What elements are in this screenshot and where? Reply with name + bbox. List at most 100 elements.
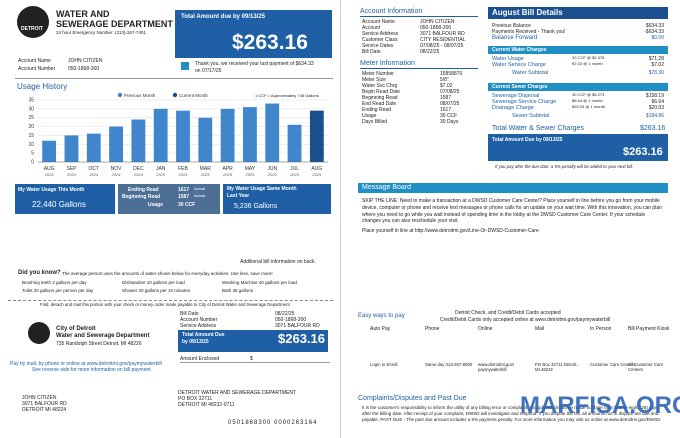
text: Balance Forward (492, 35, 538, 41)
x-tick-year: 2025 (244, 172, 255, 177)
text: $20.03 (648, 105, 664, 111)
bar (131, 119, 146, 162)
text: Account (362, 25, 381, 31)
section-bar (488, 83, 668, 91)
y-tick-label: 20 (28, 124, 34, 130)
value: JOHN CITIZEN (68, 58, 103, 64)
section-title: Message Board (362, 184, 412, 191)
text: JOHN CITIZEN (420, 19, 455, 25)
text: Water Service Charge (492, 62, 546, 68)
label: Ending Read (128, 187, 159, 193)
x-tick-label: AUG (44, 166, 55, 172)
text: Bill Date (362, 49, 381, 55)
text: Service Address (180, 323, 217, 329)
text: Service Address (362, 31, 399, 37)
text: 1617 (440, 107, 452, 113)
due-label: Total Amount Due (182, 332, 225, 338)
text: Phone (425, 326, 440, 332)
bar (42, 140, 57, 162)
text: Sewerage Service Charge (492, 99, 557, 105)
bar (220, 108, 235, 162)
section-title: August Bill Details (492, 8, 563, 17)
due-label: Total Amount due by 09/13/25 (181, 14, 266, 20)
value: 22,440 Gallons (32, 200, 86, 209)
x-tick-label: JUN (267, 166, 277, 172)
text: 050-1868-300 (420, 25, 452, 31)
text: $0.00 (651, 35, 664, 41)
address: 735 Randolph Street Detroit, MI 48226 (56, 341, 142, 347)
title: SEWERAGE DEPARTMENT (56, 19, 173, 29)
did-you-know: Did you know? (18, 270, 61, 276)
enclosed: Amount Enclosed (180, 356, 220, 362)
text: In Person (590, 326, 612, 332)
value: 5,236 Gallons (234, 203, 278, 210)
emergency: 24 hour Emergency Number: (313)-267-7401 (56, 30, 147, 35)
y-tick-label: 15 (28, 133, 34, 139)
bar (86, 133, 101, 162)
text: $7.02 (651, 62, 664, 68)
text: Mail (535, 326, 545, 332)
bar (153, 108, 168, 162)
text: Auto Pay (370, 326, 391, 332)
bar (109, 126, 123, 162)
bar (64, 135, 79, 162)
text: End Read Date (362, 101, 397, 107)
text: Same day 313-267-8000 (425, 362, 473, 367)
text: PO BOX 32711 (178, 396, 213, 402)
text: Customer Care Centers (590, 362, 636, 367)
x-tick-year: 2025 (222, 172, 233, 177)
y-tick-label: 25 (28, 115, 34, 121)
dept: Water and Sewerage Department (56, 333, 150, 339)
text: $158.19 (645, 93, 664, 99)
text: DETROIT WATER AND SEWERAGE DEPARTMENT (178, 390, 297, 396)
text: Washing Machine 40 gallons per load (222, 280, 297, 285)
did-you-know-text: The average person uses the amounts of w… (62, 271, 273, 276)
y-tick-label: 30 (28, 106, 34, 112)
due-amount: $263.16 (623, 146, 663, 158)
value: Actual (194, 193, 206, 198)
x-tick-year: 2024 (111, 172, 122, 177)
value: 1587 (178, 194, 190, 200)
x-tick-year: 2025 (200, 172, 211, 177)
section-bar (358, 183, 668, 193)
text: Online (478, 326, 493, 332)
x-tick-label: MAR (200, 166, 212, 172)
text: Meter Size (362, 77, 386, 83)
title: WATER AND (56, 9, 110, 19)
text: -$634.33 (644, 29, 664, 35)
section-title: Current Water Charges (492, 47, 547, 53)
legend-swatch (172, 92, 178, 98)
x-tick-label: JAN (156, 166, 166, 172)
text: 07/08/25 (440, 89, 460, 95)
label: Account Name (18, 58, 51, 64)
section-title: Complaints/Disputes and Past Due (358, 395, 467, 402)
text: 30 Days (440, 119, 459, 125)
due-box (178, 330, 328, 352)
text: Water Usage (492, 56, 524, 62)
fold-text: Fold, detach and mail this portion with … (40, 302, 290, 307)
text: 050-1868-300 (275, 317, 307, 323)
value: Actual (194, 186, 206, 191)
text: Bill Payment Kiosk (628, 326, 670, 332)
label: My Water Usage This Month (18, 187, 85, 193)
x-tick-label: SEP (66, 166, 77, 172)
section-title: Current Sewer Charges (492, 84, 548, 90)
reads-box (118, 184, 220, 214)
additional: Additional bill information on back. (240, 259, 316, 265)
text: Login to Enroll (370, 362, 398, 367)
text: Begin Read Date (362, 89, 401, 95)
total: $263.16 (640, 125, 666, 132)
x-tick-year: 2025 (267, 172, 278, 177)
accepted: Credit/Debit Cards only accepted online … (440, 317, 611, 323)
text: 1587 (440, 95, 452, 101)
y-tick-label: 0 (31, 160, 34, 166)
due-box (175, 10, 332, 58)
text: Days Billed (362, 119, 388, 125)
text: $634.33 (645, 23, 664, 29)
x-tick-year: 2024 (44, 172, 55, 177)
bar (198, 117, 213, 162)
text: Sewerage Disposal (492, 93, 540, 99)
text: 30 CCF (440, 113, 458, 119)
bar (309, 110, 324, 162)
